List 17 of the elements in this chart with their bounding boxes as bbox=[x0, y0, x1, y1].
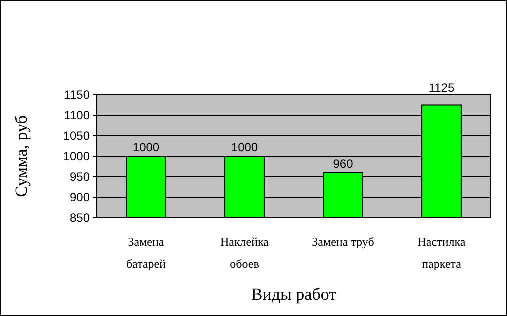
y-tick-label: 1100 bbox=[64, 108, 90, 122]
y-axis-title: Сумма, руб bbox=[12, 116, 31, 198]
x-tick-label: Замена труб bbox=[312, 235, 374, 249]
y-tick-label: 900 bbox=[70, 190, 90, 204]
y-tick-label: 1000 bbox=[63, 149, 90, 164]
x-tick-label: Наклейка обоев bbox=[220, 235, 270, 271]
x-tick-label: Настилка паркета bbox=[418, 235, 466, 271]
data-label: 1000 bbox=[231, 140, 258, 154]
data-label: 1125 bbox=[428, 81, 455, 95]
y-tick-label: 850 bbox=[70, 210, 90, 225]
y-tick-label: 950 bbox=[70, 170, 90, 184]
data-label: 1000 bbox=[132, 140, 160, 154]
data-label: 960 bbox=[333, 156, 354, 171]
y-tick-label: 1050 bbox=[63, 128, 90, 143]
x-axis-title: Виды работ bbox=[251, 285, 338, 304]
y-tick-label: 1150 bbox=[64, 88, 90, 102]
x-tick-label: Замена батарей bbox=[126, 235, 167, 271]
